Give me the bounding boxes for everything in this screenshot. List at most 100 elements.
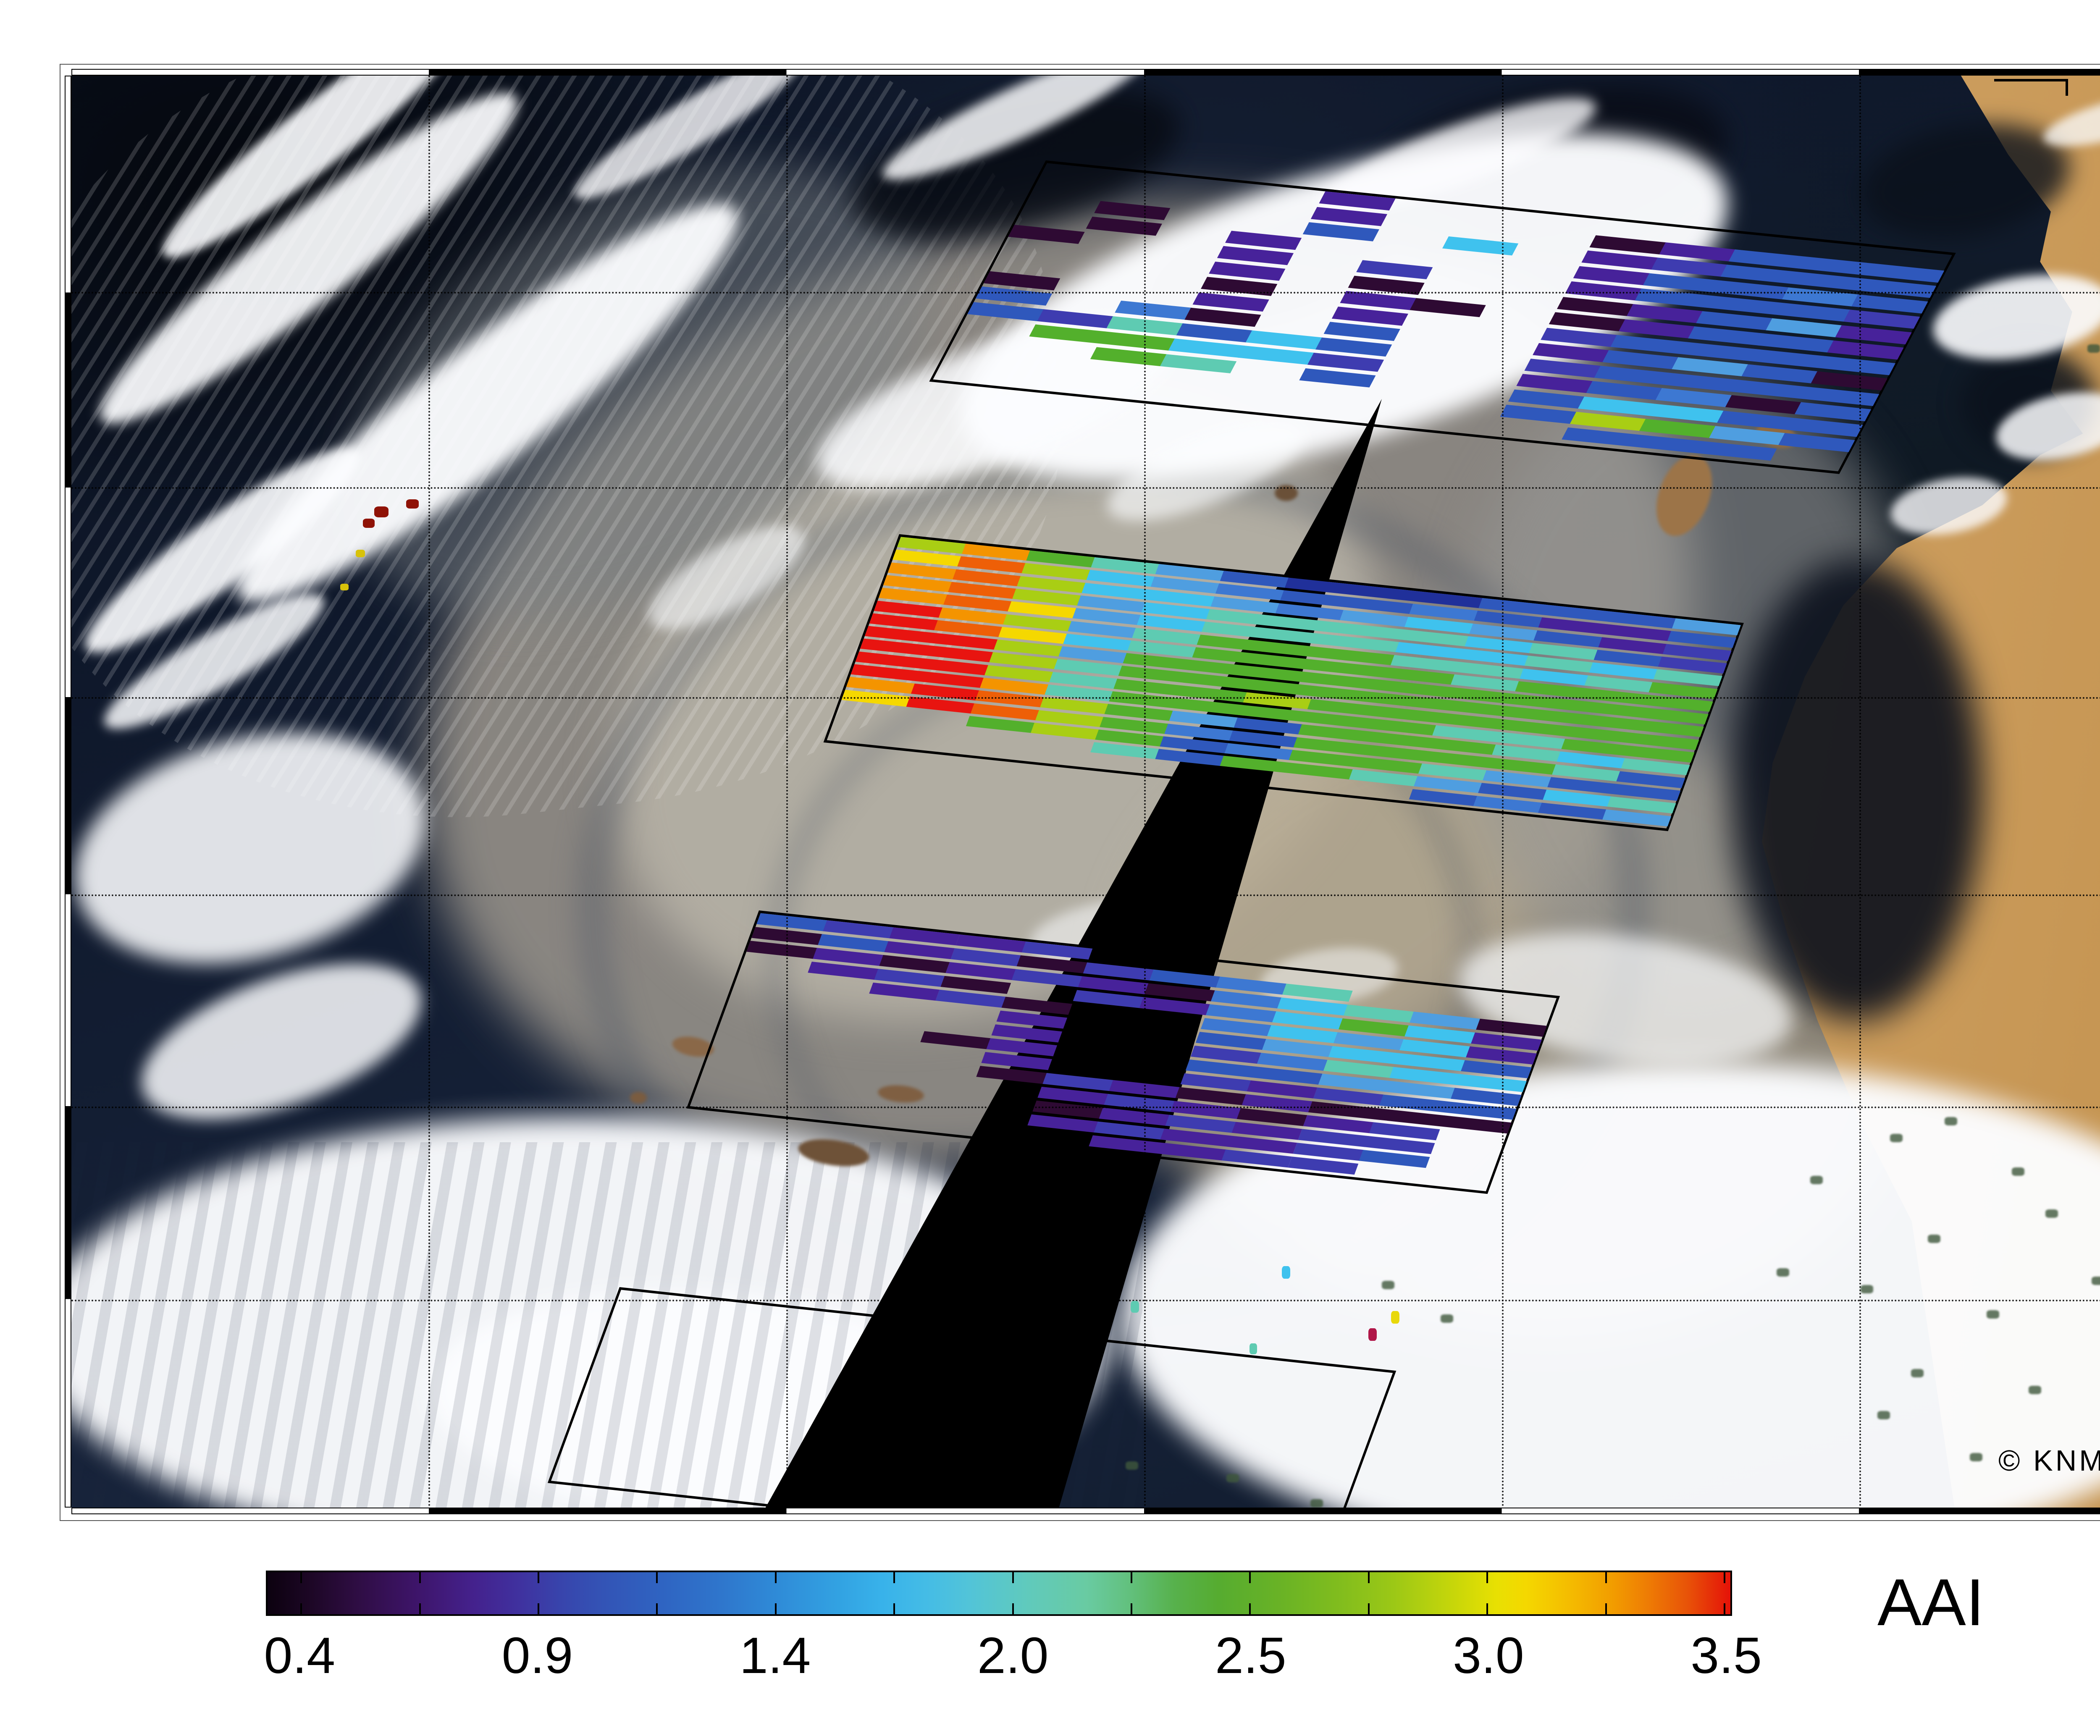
aai-cell bbox=[1303, 222, 1380, 241]
aai-cell bbox=[1655, 388, 1732, 407]
aai-cell bbox=[1778, 433, 1855, 452]
colorbar-tick bbox=[300, 1572, 302, 1583]
color-speck bbox=[340, 584, 349, 590]
aai-cell bbox=[1323, 322, 1400, 341]
gridline-parallel bbox=[71, 697, 2100, 699]
colorbar-tick bbox=[656, 1572, 658, 1583]
aai-cell bbox=[1340, 291, 1417, 310]
map-border-left bbox=[65, 76, 71, 1508]
colorbar-tick-label: 0.9 bbox=[501, 1627, 573, 1684]
colorbar-tick-label: 2.0 bbox=[977, 1627, 1049, 1684]
vegetation-speck bbox=[1310, 1499, 1323, 1508]
aai-cell bbox=[1811, 371, 1887, 391]
aai-cell bbox=[1672, 357, 1748, 377]
colorbar-tick bbox=[1486, 1572, 1488, 1583]
aai-cell bbox=[1098, 331, 1175, 351]
colorbar-tick bbox=[1724, 1603, 1726, 1614]
gridline-meridian bbox=[786, 76, 788, 1508]
colorbar-tick bbox=[893, 1572, 895, 1583]
gridline-meridian bbox=[428, 76, 430, 1508]
gridline-parallel bbox=[71, 292, 2100, 294]
colorbar-title: AAI bbox=[1877, 1566, 1984, 1639]
vegetation-speck bbox=[2012, 1167, 2024, 1176]
aai-cell bbox=[1442, 236, 1519, 256]
aai-cell bbox=[1561, 427, 1638, 447]
aai-cell bbox=[1631, 434, 1708, 454]
aai-cell bbox=[1790, 272, 1867, 291]
colorbar-tick bbox=[1724, 1572, 1726, 1583]
aai-cell bbox=[1238, 345, 1315, 365]
empty-swath-outline-ne-corner bbox=[1994, 79, 2068, 96]
copyright-label: © KNMI bbox=[1998, 1444, 2100, 1477]
color-speck bbox=[1282, 1266, 1290, 1279]
aai-cell bbox=[1029, 324, 1105, 344]
colorbar-tick bbox=[1368, 1603, 1370, 1614]
map-border-top bbox=[71, 69, 2100, 76]
vegetation-speck bbox=[2045, 1209, 2058, 1218]
vegetation-speck bbox=[1911, 1369, 1924, 1377]
aai-cell bbox=[1115, 300, 1192, 320]
colorbar-tick bbox=[1012, 1603, 1014, 1614]
vegetation-speck bbox=[1890, 1134, 1903, 1142]
aai-cell bbox=[1725, 395, 1802, 414]
aai-cell bbox=[1307, 352, 1384, 372]
aai-cell bbox=[1008, 225, 1085, 244]
color-speck bbox=[356, 550, 365, 557]
aai-cell bbox=[1168, 338, 1245, 358]
aai-cell bbox=[1704, 295, 1781, 315]
colorbar-tick-label: 3.5 bbox=[1690, 1627, 1762, 1684]
aai-cell bbox=[1410, 298, 1486, 317]
colorbar-tick-label: 2.5 bbox=[1215, 1627, 1286, 1684]
aai-cell bbox=[1094, 201, 1171, 220]
aai-cell bbox=[1827, 340, 1904, 360]
gridline-parallel bbox=[71, 1300, 2100, 1301]
vegetation-speck bbox=[1777, 1268, 1789, 1277]
aai-cell bbox=[1565, 281, 1642, 301]
aai-cell bbox=[1516, 374, 1593, 393]
vegetation-speck bbox=[1877, 1411, 1890, 1419]
colorbar-tick bbox=[537, 1572, 539, 1583]
aai-cell bbox=[1701, 441, 1777, 461]
vegetation-speck bbox=[2087, 344, 2100, 353]
colorbar-tick bbox=[419, 1572, 421, 1583]
colorbar-tick-label: 0.4 bbox=[264, 1627, 336, 1684]
aai-cell bbox=[1217, 246, 1294, 265]
aai-cell bbox=[1651, 257, 1727, 277]
aai-cell bbox=[1500, 404, 1577, 424]
colorbar-tick bbox=[1130, 1572, 1132, 1583]
colorbar-tick bbox=[1012, 1572, 1014, 1583]
aai-cell bbox=[1356, 260, 1433, 280]
aai-cell bbox=[1602, 350, 1679, 370]
vegetation-speck bbox=[1226, 1474, 1239, 1482]
colorbar-tick bbox=[1130, 1603, 1132, 1614]
aai-cell bbox=[1184, 307, 1261, 327]
satellite-map: © KNMI bbox=[71, 76, 2100, 1508]
colorbar-tick-label: 1.4 bbox=[739, 1627, 811, 1684]
color-speck bbox=[1250, 1343, 1257, 1354]
aai-cell bbox=[1586, 381, 1662, 400]
gridline-meridian bbox=[1144, 76, 1146, 1508]
aai-cell bbox=[1741, 364, 1818, 383]
dark-ocean-patch bbox=[1730, 559, 1982, 1020]
color-speck bbox=[1131, 1301, 1139, 1313]
aai-cell bbox=[1758, 333, 1834, 353]
vegetation-speck bbox=[1928, 1235, 1940, 1243]
colorbar-tick bbox=[656, 1603, 658, 1614]
color-speck bbox=[374, 506, 388, 517]
vegetation-speck bbox=[1441, 1314, 1453, 1323]
colorbar-tick bbox=[1605, 1603, 1607, 1614]
aai-cell bbox=[1860, 278, 1937, 298]
colorbar-tick bbox=[774, 1603, 777, 1614]
map-border-bottom bbox=[71, 1508, 2100, 1514]
aai-cell bbox=[1549, 312, 1625, 331]
aai-cell bbox=[1618, 319, 1695, 338]
vegetation-speck bbox=[1810, 1176, 1823, 1184]
vegetation-speck bbox=[1861, 1285, 1873, 1293]
color-speck bbox=[406, 499, 419, 509]
color-speck bbox=[363, 519, 375, 528]
colorbar-tick bbox=[1249, 1572, 1251, 1583]
aai-cell bbox=[1533, 343, 1609, 362]
vegetation-speck bbox=[1987, 1310, 1999, 1319]
colorbar-tick bbox=[1249, 1603, 1251, 1614]
